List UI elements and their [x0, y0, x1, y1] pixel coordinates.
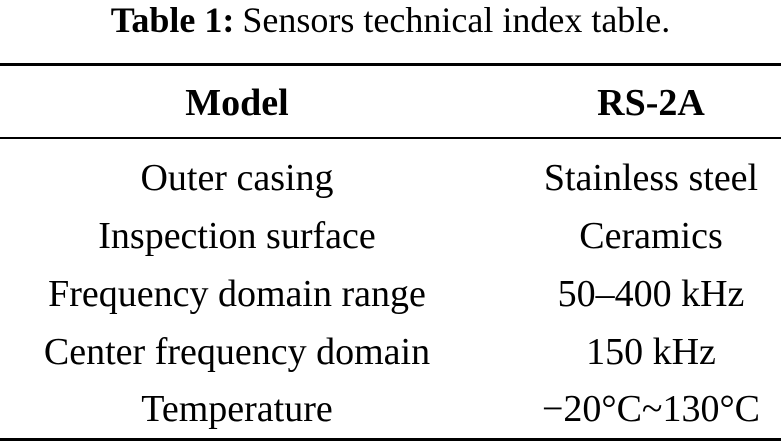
- table-cell: Ceramics: [579, 215, 723, 257]
- table-cell: 50–400 kHz: [557, 273, 745, 315]
- table-cell: Temperature: [141, 388, 333, 430]
- caption-text: Sensors technical index table.: [242, 0, 671, 40]
- caption-label: Table 1:: [110, 0, 235, 40]
- bottom-rule: [0, 438, 781, 441]
- table-cell: Inspection surface: [98, 215, 376, 257]
- table-cell: Outer casing: [140, 157, 334, 199]
- table-cell: Stainless steel: [543, 157, 759, 199]
- table-cell: Center frequency domain: [43, 331, 431, 373]
- mid-rule: [0, 137, 781, 139]
- table-caption: Table 1: Sensors technical index table.: [0, 0, 781, 40]
- table-cell: 150 kHz: [586, 331, 716, 373]
- table-cell: −20°C~130°C: [541, 388, 761, 430]
- header-cell: Model: [185, 82, 289, 124]
- table-cell: Frequency domain range: [48, 273, 426, 315]
- top-rule: [0, 63, 781, 66]
- header-cell: RS-2A: [597, 82, 705, 124]
